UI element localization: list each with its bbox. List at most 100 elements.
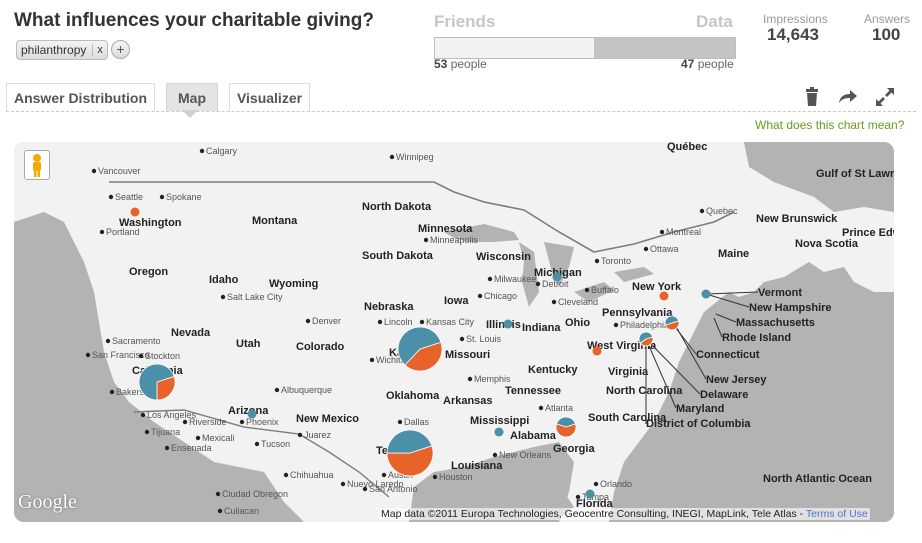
pie-slice-blue[interactable]: [397, 326, 442, 366]
city-label: Los Angeles: [147, 410, 197, 420]
tag-philanthropy: philanthropy x: [16, 40, 108, 60]
city-marker: [144, 429, 150, 435]
callout-line: [645, 338, 677, 409]
answer-dot[interactable]: [247, 409, 257, 419]
share-arrow-icon[interactable]: [837, 86, 859, 108]
city-label: Denver: [312, 316, 341, 326]
pie-slice-blue[interactable]: [555, 416, 577, 428]
callout-line: [705, 293, 750, 308]
state-label: Vermont: [758, 287, 802, 299]
city-marker: [217, 508, 223, 514]
city-marker: [459, 336, 465, 342]
pie-slice-orange[interactable]: [555, 423, 577, 438]
state-label: Montana: [252, 215, 298, 227]
city-label: Sacramento: [112, 336, 161, 346]
answer-dot[interactable]: [494, 427, 504, 437]
city-marker: [105, 338, 111, 344]
city-label: Wichita: [376, 355, 406, 365]
city-marker: [593, 481, 599, 487]
trash-icon[interactable]: [801, 86, 823, 108]
callout-line: [645, 338, 701, 395]
state-label: Florida: [576, 498, 614, 510]
state-label: Illinois: [486, 319, 521, 331]
atlantic-water: [674, 302, 894, 522]
usa-map[interactable]: Washington Oregon Idaho Montana Wyoming North…: [14, 142, 894, 522]
state-label: Tennessee: [505, 385, 561, 397]
tab-visualizer[interactable]: Visualizer: [229, 83, 310, 111]
add-tag-button[interactable]: +: [111, 40, 130, 59]
city-marker: [182, 419, 188, 425]
pie-slice-orange[interactable]: [386, 445, 434, 477]
city-marker: [138, 353, 144, 359]
city-marker: [109, 389, 115, 395]
street-view-pegman-icon[interactable]: [24, 150, 50, 180]
state-label: Oregon: [129, 266, 168, 278]
tabs-divider: [6, 111, 916, 112]
city-label: Tijuana: [151, 427, 180, 437]
city-label: Milwaukee: [494, 274, 537, 284]
answer-dot[interactable]: [130, 207, 140, 217]
pie-slice-orange[interactable]: [664, 320, 680, 331]
pie-slice-blue[interactable]: [138, 363, 175, 401]
tab-map[interactable]: Map: [166, 83, 218, 111]
city-marker: [199, 148, 205, 154]
city-marker: [140, 412, 146, 418]
terms-of-use-link[interactable]: Terms of Use: [805, 508, 868, 520]
great-lakes: [444, 224, 654, 307]
answer-dot[interactable]: [552, 272, 562, 282]
state-label: Pennsylvania: [602, 307, 673, 319]
answer-dot[interactable]: [659, 291, 669, 301]
pie-slice-blue[interactable]: [664, 315, 680, 326]
city-label: Houston: [439, 472, 473, 482]
data-count: 47 people: [681, 57, 734, 71]
city-marker: [594, 258, 600, 264]
city-marker: [535, 281, 541, 287]
city-label: Culiacan: [224, 506, 259, 516]
city-label: Atlanta: [545, 403, 573, 413]
city-marker: [91, 168, 97, 174]
city-marker: [487, 276, 493, 282]
city-label: Detroit: [542, 279, 569, 289]
state-label: Idaho: [209, 274, 239, 286]
state-label: New Brunswick: [756, 213, 838, 225]
google-logo: Google: [18, 491, 77, 513]
pie-slice-blue[interactable]: [638, 331, 654, 344]
city-marker: [467, 376, 473, 382]
city-label: Chicago: [484, 291, 517, 301]
answer-dot[interactable]: [585, 489, 595, 499]
friends-count-value: 53: [434, 57, 448, 71]
callout-line: [705, 291, 759, 295]
tab-answer-distribution[interactable]: Answer Distribution: [6, 83, 155, 111]
city-label: New Orleans: [499, 450, 552, 460]
answer-dot[interactable]: [503, 319, 513, 329]
state-label: Washington: [119, 217, 182, 229]
state-label: Mississippi: [470, 415, 529, 427]
city-label: Vancouver: [98, 166, 140, 176]
pie-slice-orange[interactable]: [404, 341, 443, 372]
state-label: Maine: [718, 248, 749, 260]
city-label: Calgary: [206, 146, 238, 156]
city-label: Salt Lake City: [227, 292, 283, 302]
city-label: Tampa: [582, 492, 609, 502]
pie-slice-orange[interactable]: [156, 375, 176, 401]
state-label: Indiana: [522, 322, 561, 334]
map-canvas[interactable]: Washington Oregon Idaho Montana Wyoming North…: [14, 142, 894, 522]
answer-dot[interactable]: [701, 289, 711, 299]
city-label: Austin: [388, 470, 413, 480]
state-label: Oklahoma: [386, 390, 440, 402]
state-label: Nevada: [171, 327, 211, 339]
tag-remove-button[interactable]: x: [92, 44, 107, 56]
expand-icon[interactable]: [874, 86, 896, 108]
city-label: Phoenix: [246, 417, 279, 427]
city-label: Quebec: [706, 206, 738, 216]
state-label: Wisconsin: [476, 251, 531, 263]
state-label: West Virginia: [587, 340, 657, 352]
city-marker: [432, 474, 438, 480]
chart-help-link[interactable]: What does this chart mean?: [755, 118, 905, 132]
city-label: Lincoln: [384, 317, 413, 327]
answer-dot[interactable]: [592, 346, 602, 356]
city-label: Seattle: [115, 192, 143, 202]
city-marker: [340, 481, 346, 487]
active-tab-caret: [182, 110, 198, 118]
pie-slice-blue[interactable]: [386, 429, 433, 454]
